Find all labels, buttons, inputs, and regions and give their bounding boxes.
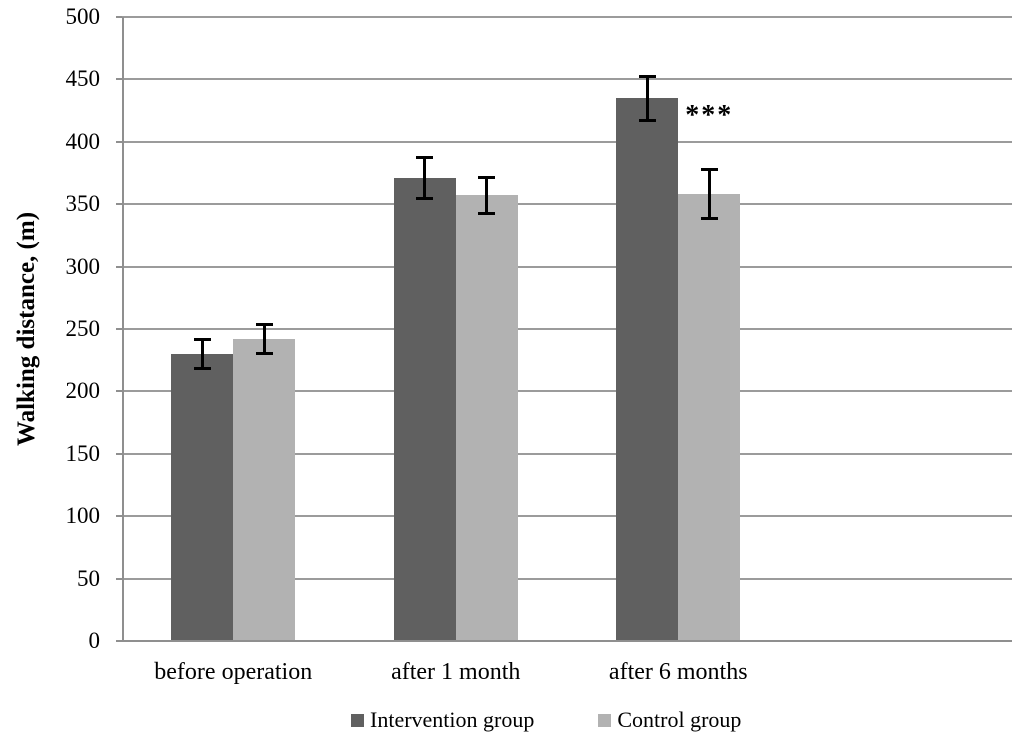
y-axis-tick [116, 640, 122, 642]
error-bar-cap [638, 118, 656, 122]
y-tick-label: 400 [65, 128, 101, 154]
y-axis-tick [116, 203, 122, 206]
y-axis-tick [116, 265, 122, 268]
error-bar [645, 75, 649, 121]
gridline [122, 140, 1012, 143]
error-bar [485, 176, 489, 215]
error-bar-cap [255, 323, 273, 326]
error-bar [200, 338, 204, 369]
error-bar-cap [193, 337, 211, 341]
y-axis-line [122, 17, 124, 642]
x-tick-label: after 6 months [608, 659, 748, 685]
gridline [122, 203, 1012, 206]
x-tick-label: after 1 month [391, 659, 521, 685]
legend-item-control: Control group [598, 707, 741, 733]
legend-item-intervention: Intervention group [351, 707, 534, 733]
bar-control [455, 195, 518, 641]
y-tick-label: 200 [65, 378, 101, 404]
y-tick-label: 100 [65, 503, 101, 529]
error-bar-cap [478, 212, 496, 216]
error-bar [262, 324, 266, 354]
error-bar-cap [478, 175, 496, 179]
y-tick-label: 250 [65, 316, 101, 341]
y-axis-tick [116, 140, 122, 143]
error-bar-cap [193, 366, 211, 370]
gridline [122, 577, 1012, 580]
y-tick-label: 500 [65, 4, 101, 29]
error-bar-cap [700, 168, 718, 172]
gridline [122, 328, 1012, 330]
gridline [122, 452, 1012, 455]
y-tick-label: 450 [65, 66, 101, 92]
intervention-swatch-icon [351, 713, 364, 727]
control-swatch-icon [598, 713, 612, 727]
error-bar-cap [416, 155, 434, 159]
y-tick-label: 300 [65, 253, 101, 279]
gridline [122, 78, 1012, 81]
legend: Intervention group Control group [351, 707, 741, 733]
y-axis-tick [116, 328, 122, 330]
significance-stars: *** [685, 99, 734, 131]
bar-intervention [393, 177, 456, 641]
y-axis-tick [116, 16, 122, 18]
y-tick-label: 150 [65, 440, 101, 466]
error-bar-cap [255, 351, 273, 355]
y-axis-tick [116, 577, 122, 580]
bar-intervention [616, 98, 679, 641]
y-axis-tick [116, 452, 122, 455]
gridline [122, 390, 1012, 393]
gridline [122, 515, 1012, 518]
x-axis-line [122, 640, 1012, 642]
y-tick-label: 50 [77, 565, 100, 591]
error-bar-cap [638, 74, 656, 78]
error-bar [707, 169, 711, 220]
error-bar-cap [416, 197, 434, 201]
x-tick-label: before operation [154, 659, 313, 685]
error-bar [423, 156, 427, 200]
y-tick-label: 0 [88, 628, 101, 653]
y-axis-tick [116, 390, 122, 393]
y-tick-label: 350 [65, 191, 101, 217]
legend-label-control: Control group [617, 707, 742, 732]
error-bar-cap [700, 217, 718, 221]
y-axis-tick [116, 78, 122, 81]
bar-intervention [171, 353, 234, 641]
bar-control [233, 338, 296, 641]
y-axis-tick [116, 515, 122, 518]
gridline [122, 265, 1012, 268]
gridline [122, 16, 1012, 18]
legend-label-intervention: Intervention group [370, 707, 535, 732]
bar-control [678, 194, 741, 641]
